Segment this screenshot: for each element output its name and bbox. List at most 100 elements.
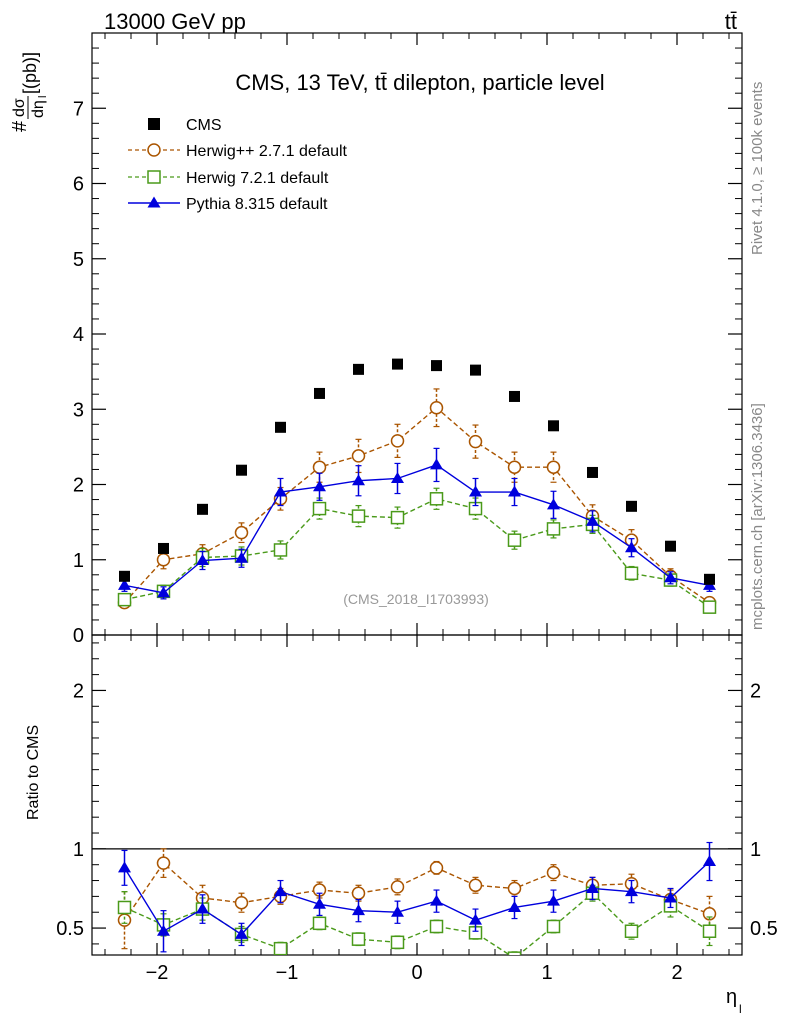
series-point [508, 485, 521, 497]
ratio-series-line [123, 861, 710, 936]
series-point [390, 434, 405, 448]
ratio-series-point [624, 924, 639, 938]
legend-cms-label: CMS [186, 117, 222, 134]
svg-text:#: # [9, 120, 31, 132]
legend: CMS Herwig++ 2.7.1 default Herwig 7.2.1 … [128, 117, 348, 213]
legend-cms-marker [148, 118, 160, 130]
series-point [273, 543, 288, 557]
mcplots-label: mcplots.cern.ch [arXiv:1306.3436] [749, 403, 766, 630]
ratio-x-tick-label: −1 [276, 962, 299, 984]
series-point [352, 474, 365, 486]
series-point [507, 460, 522, 474]
series-point [313, 480, 326, 492]
series-point [429, 400, 444, 415]
ratio-series-point [312, 916, 327, 931]
cms-data-point [704, 573, 715, 585]
legend-herwigpp-label: Herwig++ 2.7.1 default [186, 143, 348, 160]
series-point [468, 434, 483, 449]
header-right: tt̄ [725, 9, 737, 34]
ratio-series-point [235, 927, 248, 939]
cms-data-point [509, 390, 520, 402]
ratio-series-point [117, 900, 132, 915]
cms-data-point [431, 360, 442, 372]
main-y-label: # dσ dη l [(pb)] [9, 52, 49, 132]
series-point [274, 485, 287, 497]
series-point [664, 571, 677, 583]
ratio-y-label: Ratio to CMS [25, 725, 42, 820]
main-y-tick-label: 3 [73, 399, 84, 421]
svg-text:dη: dη [30, 100, 47, 118]
cms-data-point [314, 387, 325, 399]
ratio-x-tick-label: 2 [671, 962, 682, 984]
series-point [157, 586, 170, 598]
cms-data-point [158, 542, 169, 554]
svg-text:[(pb)]: [(pb)] [20, 52, 40, 94]
series-point [351, 449, 366, 463]
svg-text:l: l [37, 96, 49, 98]
cms-data-point [119, 570, 130, 582]
main-y-tick-label: 6 [73, 174, 84, 196]
series-point [547, 498, 560, 510]
ratio-series-point [625, 885, 638, 897]
ratio-series-point [313, 897, 326, 909]
cms-data-point [665, 540, 676, 552]
series-point [156, 553, 171, 567]
series-point [118, 578, 131, 590]
ratio-series-point [546, 865, 561, 880]
series-point [391, 471, 404, 483]
ratio-series-point [196, 902, 209, 914]
series-point [586, 514, 599, 526]
legend-herwigpp-marker [147, 143, 161, 157]
ratio-series-point [391, 905, 404, 917]
ratio-series-point [469, 913, 482, 925]
ratio-series-point [664, 891, 677, 903]
ratio-series-point [352, 904, 365, 916]
ratio-y-tick-label: 1 [73, 839, 84, 861]
series-point [117, 592, 132, 607]
rivet-label: Rivet 4.1.0, ≥ 100k events [749, 82, 766, 255]
series-point [702, 600, 717, 614]
ratio-series-point [118, 861, 131, 873]
ratio-series-point [703, 855, 716, 867]
ratio-series-point [157, 924, 170, 936]
ratio-series-point [351, 932, 366, 946]
series-point [430, 458, 443, 470]
series-point [507, 533, 522, 547]
cms-data-point [236, 464, 247, 476]
series-point [196, 554, 209, 566]
header-left: 13000 GeV pp [104, 9, 246, 34]
ratio-series-point [117, 913, 132, 927]
x-axis-label-sub: l [739, 1002, 742, 1016]
chart-title: CMS, 13 TeV, tt̄ dilepton, particle leve… [235, 70, 604, 95]
ratio-series-point [274, 885, 287, 897]
ratio-series-point [390, 935, 405, 950]
svg-text:dσ: dσ [11, 98, 28, 117]
series-point [312, 460, 327, 474]
cms-data-point [392, 358, 403, 370]
ratio-panel: −2 −1 0 1 2 0.5 0.5 1 1 2 2 [56, 634, 778, 984]
series-line [123, 406, 710, 604]
ratio-series-point [234, 895, 249, 910]
main-y-tick-label: 0 [73, 625, 84, 647]
cms-data [119, 358, 715, 585]
series-point [234, 525, 249, 540]
ratio-series-2 [118, 841, 716, 953]
cms-data-point [587, 466, 598, 478]
ratio-series-point [273, 941, 288, 955]
ratio-series-point [429, 861, 444, 875]
ratio-series-point [507, 881, 522, 896]
ratio-series-point [702, 924, 717, 938]
watermark: (CMS_2018_I1703993) [343, 591, 489, 607]
ratio-series-point [468, 878, 483, 893]
ratio-series-point [586, 881, 599, 893]
series-point [469, 485, 482, 497]
series-point [624, 566, 639, 581]
legend-pythia-marker [147, 196, 161, 208]
ratio-series-point [429, 919, 444, 934]
ratio-series-point [430, 894, 443, 906]
main-panel: 0 1 2 3 4 5 6 7 [73, 32, 743, 647]
series-point [312, 501, 327, 516]
series-point [625, 541, 638, 553]
ratio-x-tick-label: 0 [411, 962, 422, 984]
